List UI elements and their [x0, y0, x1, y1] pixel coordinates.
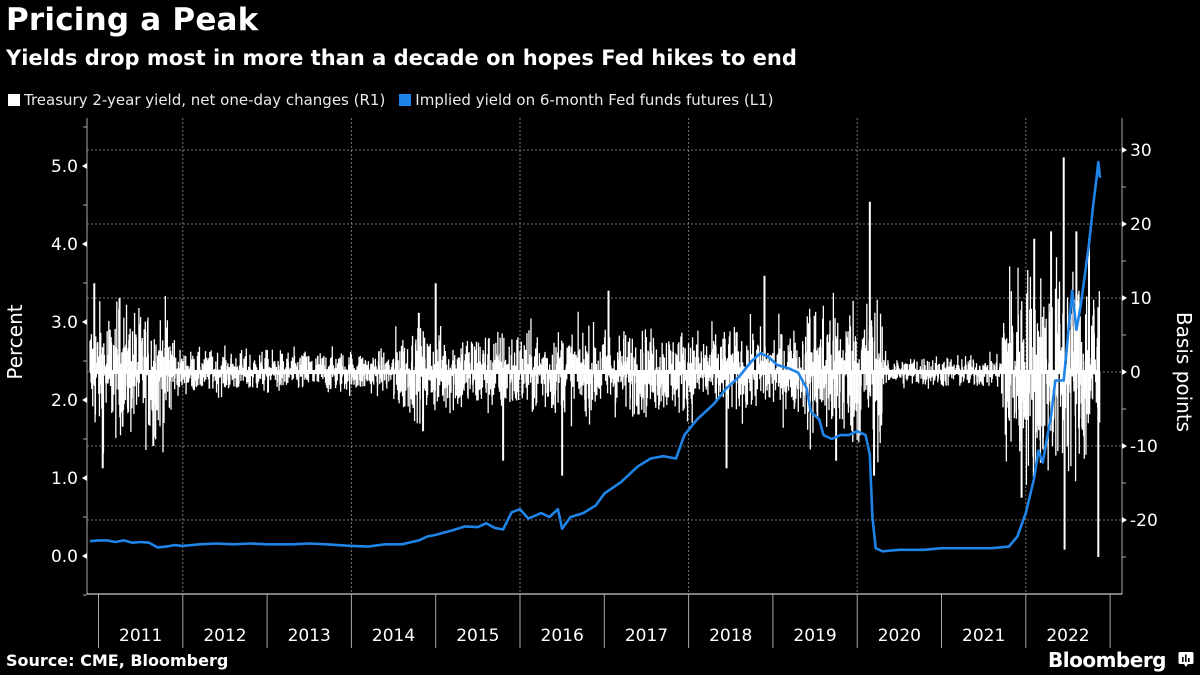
legend-label: Treasury 2-year yield, net one-day chang…: [24, 91, 386, 109]
x-tick-label: 2012: [203, 626, 246, 646]
right-tick-marker: [1122, 443, 1127, 449]
legend-label: Implied yield on 6-month Fed funds futur…: [415, 91, 774, 109]
right-tick-label: 0: [1130, 363, 1141, 383]
bar-series-treasury: [89, 157, 1101, 557]
x-tick-label: 2016: [541, 626, 584, 646]
left-tick-label: 4.0: [51, 235, 78, 255]
x-tick-label: 2020: [878, 626, 921, 646]
bloomberg-logo: Bloomberg: [1048, 648, 1166, 672]
left-tick-marker: [82, 319, 87, 325]
right-tick-marker: [1122, 295, 1127, 301]
chart-subtitle: Yields drop most in more than a decade o…: [6, 46, 797, 70]
left-tick-label: 5.0: [51, 157, 78, 177]
left-tick-label: 0.0: [51, 547, 78, 567]
left-tick-marker: [82, 475, 87, 481]
bar-series-core: [90, 370, 1100, 374]
right-tick-marker: [1122, 369, 1127, 375]
right-tick-marker: [1122, 221, 1127, 227]
left-tick-marker: [82, 241, 87, 247]
right-tick-label: -20: [1130, 511, 1158, 531]
chart-title: Pricing a Peak: [6, 2, 259, 38]
legend: Treasury 2-year yield, net one-day chang…: [8, 91, 773, 109]
right-tick-marker: [1122, 147, 1127, 153]
legend-swatch-white: [8, 94, 20, 106]
x-tick-label: 2022: [1046, 626, 1089, 646]
x-tick-label: 2013: [288, 626, 331, 646]
right-tick-label: 20: [1130, 215, 1152, 235]
legend-swatch-blue: [399, 94, 412, 106]
left-axis-title: Percent: [3, 304, 27, 379]
left-tick-label: 3.0: [51, 313, 78, 333]
right-tick-marker: [1122, 517, 1127, 523]
left-tick-marker: [82, 163, 87, 169]
bar-series-daily-changes: [89, 257, 1101, 485]
axes: 0.0 1.0 2.0 3.0 4.0 5.0 -20 -10 0 10 20 30 2011 2012 2…: [51, 118, 1158, 648]
x-tick-label: 2014: [372, 626, 415, 646]
x-tick-label: 2011: [119, 626, 162, 646]
left-tick-marker: [82, 397, 87, 403]
right-axis-title: Basis points: [1172, 312, 1196, 432]
left-tick-marker: [82, 553, 87, 559]
bloomberg-chart-icon: [1178, 652, 1194, 667]
right-tick-label: 10: [1130, 289, 1152, 309]
line-futures-yield: [89, 160, 1102, 553]
x-tick-label: 2018: [709, 626, 752, 646]
x-tick-label: 2015: [456, 626, 499, 646]
left-tick-label: 1.0: [51, 469, 78, 489]
right-tick-label: 30: [1130, 141, 1152, 161]
legend-item-futures: Implied yield on 6-month Fed funds futur…: [399, 91, 773, 109]
right-tick-label: -10: [1130, 437, 1158, 457]
source-note: Source: CME, Bloomberg: [6, 651, 229, 670]
x-tick-label: 2021: [962, 626, 1005, 646]
line-series-futures: [89, 160, 1102, 553]
x-tick-label: 2019: [793, 626, 836, 646]
x-tick-label: 2017: [625, 626, 668, 646]
legend-item-treasury: Treasury 2-year yield, net one-day chang…: [8, 91, 385, 109]
left-tick-label: 2.0: [51, 391, 78, 411]
